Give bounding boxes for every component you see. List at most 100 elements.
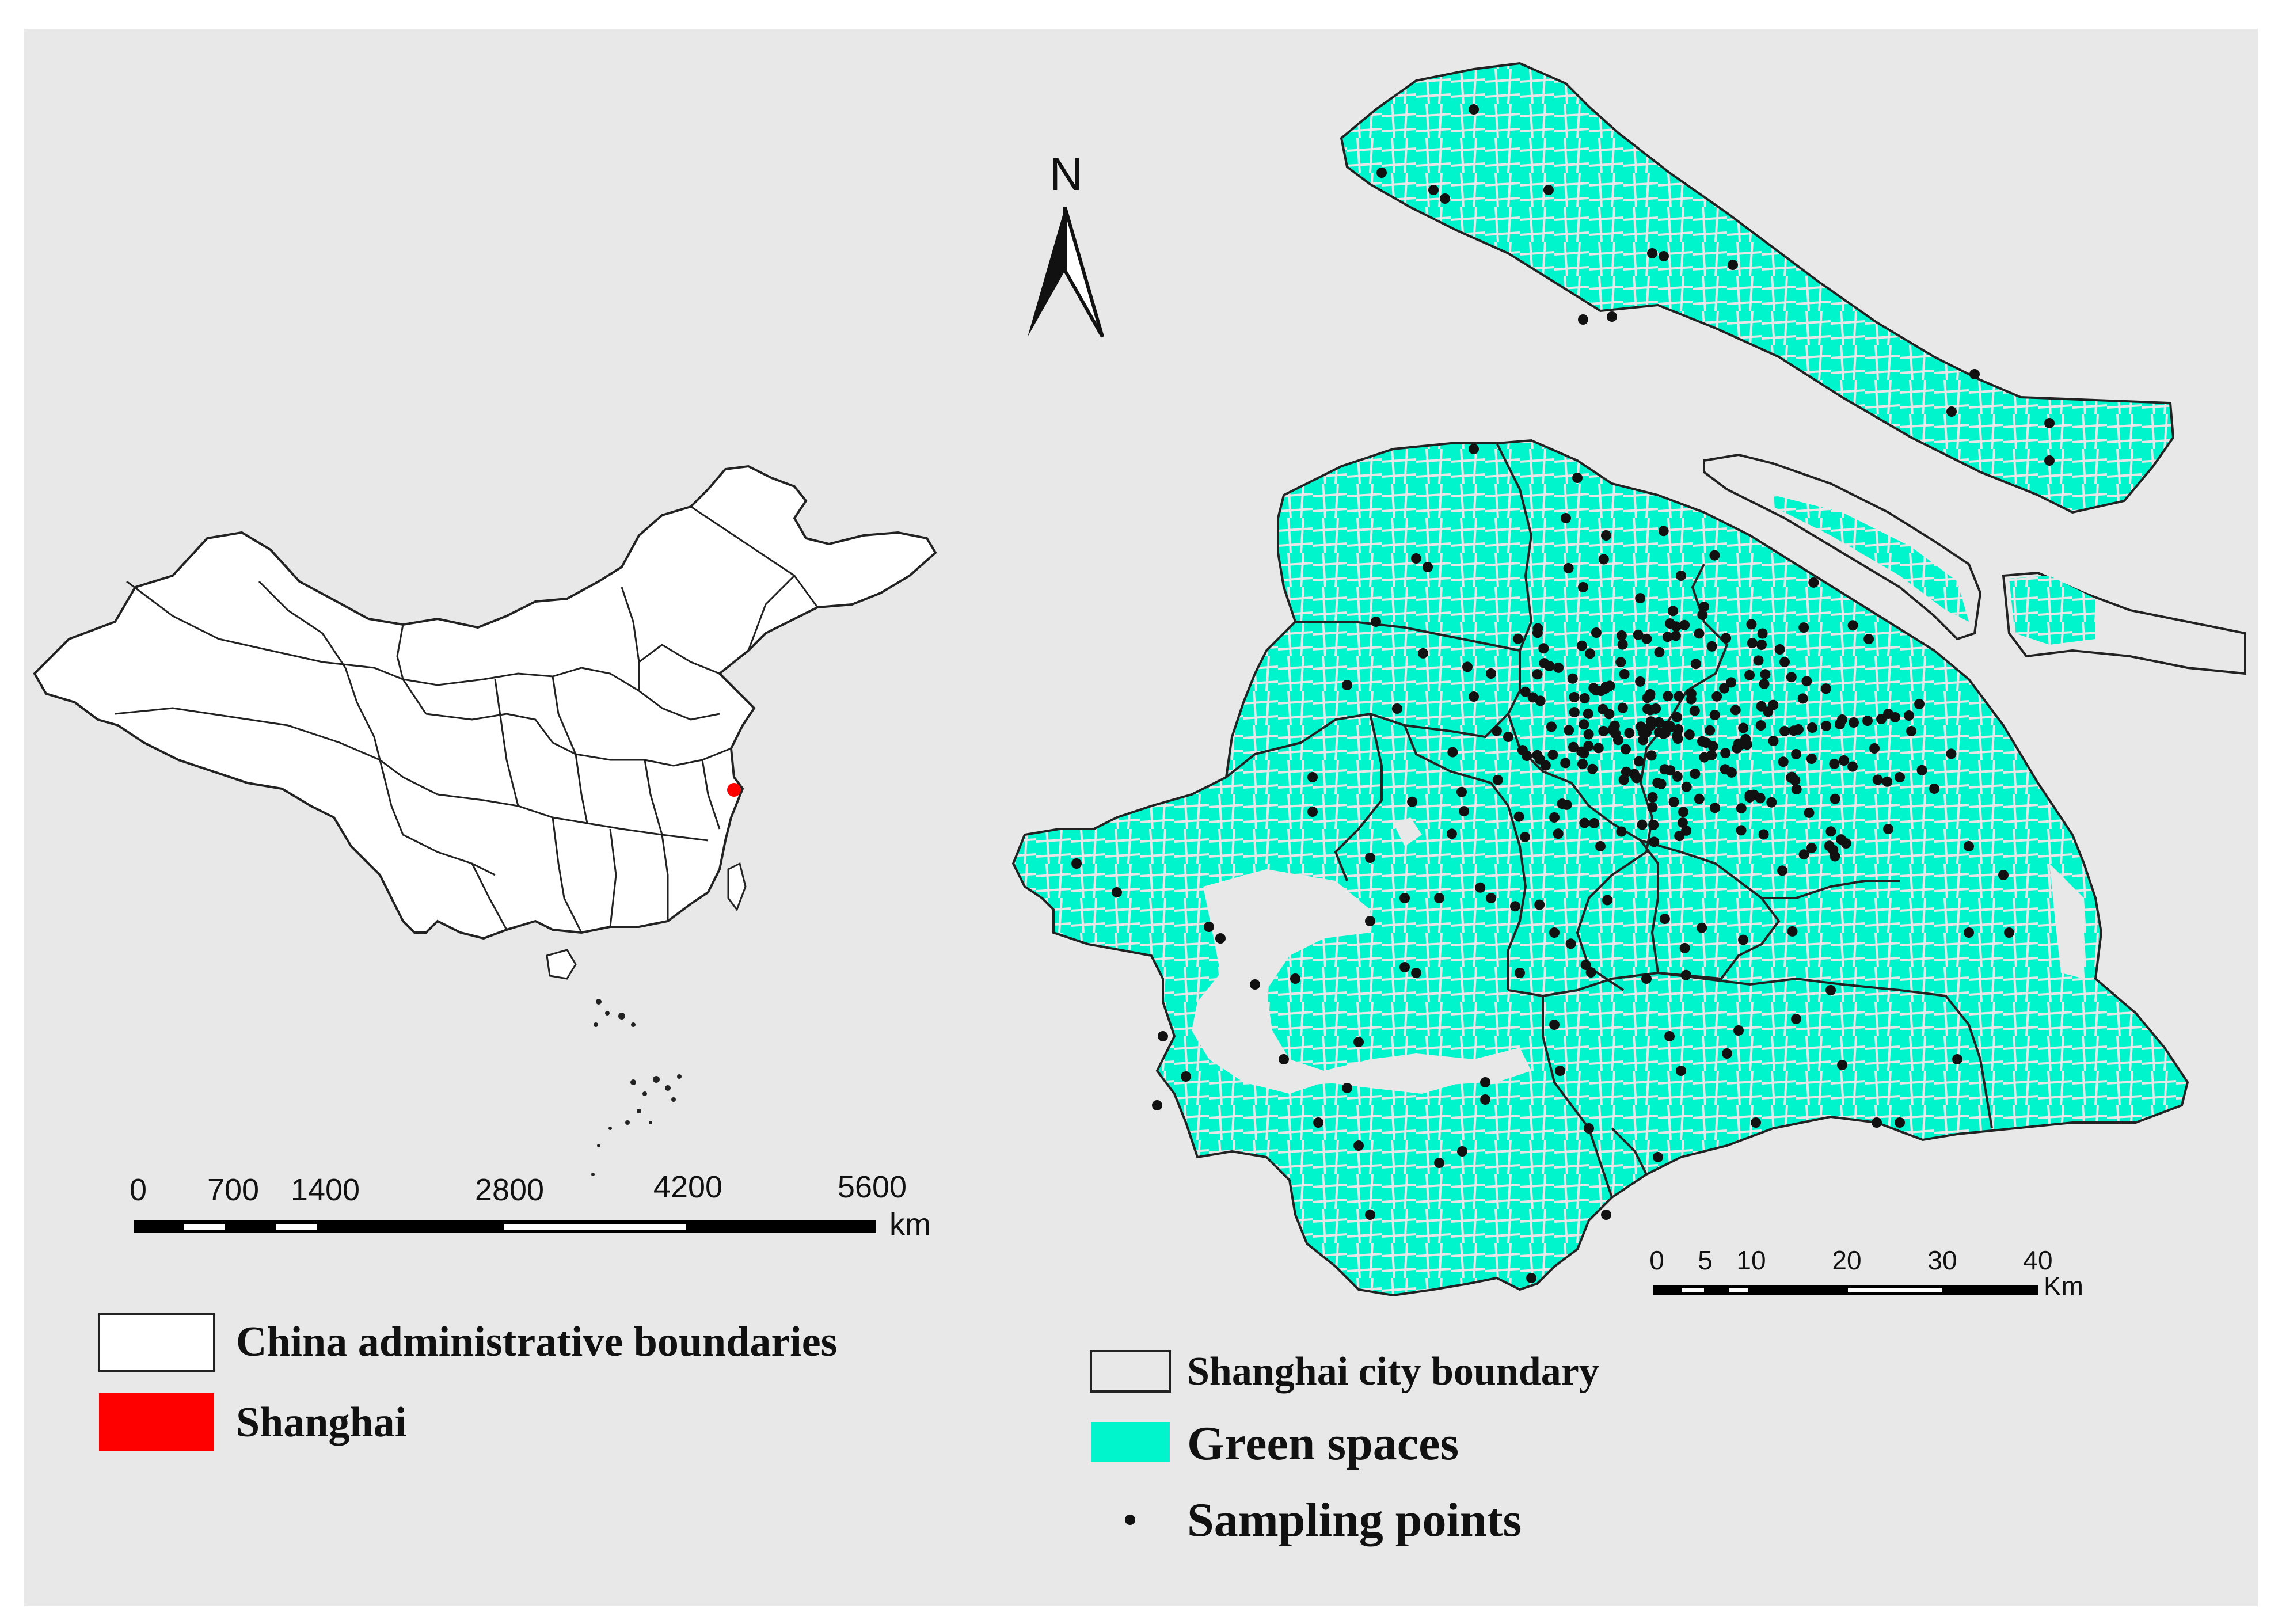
sampling-point	[1475, 882, 1486, 893]
sampling-point	[1786, 672, 1797, 683]
china-scale-tick-5: 5600	[838, 1170, 907, 1204]
sampling-point	[1746, 619, 1757, 630]
sampling-point	[1728, 260, 1738, 270]
huangpu-river	[1576, 564, 1729, 991]
sampling-point	[1768, 699, 1779, 710]
sampling-point	[1459, 806, 1470, 817]
sampling-point	[1779, 657, 1790, 667]
shanghai-scale-tick-5: 40	[2023, 1245, 2052, 1275]
sampling-point	[1946, 406, 1957, 417]
sampling-point	[1637, 819, 1648, 830]
china-scale-tick-4: 4200	[653, 1170, 722, 1204]
sampling-point	[1793, 724, 1804, 735]
sampling-point	[1786, 771, 1797, 782]
sampling-point	[1929, 784, 1939, 794]
sampling-point	[1690, 659, 1701, 670]
sampling-point	[1456, 786, 1467, 797]
shanghai-mainland	[1011, 439, 2189, 1297]
sampling-point	[1555, 1066, 1565, 1076]
sampling-point	[1787, 926, 1798, 937]
hainan-island	[546, 949, 577, 980]
sampling-point	[1601, 530, 1611, 541]
sampling-point	[1707, 741, 1718, 752]
sampling-point	[1071, 858, 1082, 869]
sampling-point	[1250, 979, 1260, 990]
sampling-point	[1914, 698, 1925, 709]
sampling-point	[1697, 736, 1707, 747]
sampling-point	[1755, 720, 1766, 731]
sampling-point	[1583, 729, 1594, 740]
sampling-point	[1668, 606, 1678, 617]
sampling-point	[1491, 725, 1502, 736]
sampling-point	[1634, 756, 1644, 767]
sampling-point	[1872, 1117, 1882, 1128]
china-legend: China administrative boundaries Shanghai	[98, 1313, 837, 1451]
china-scale-tick-3: 2800	[475, 1173, 544, 1207]
sampling-point	[1621, 766, 1631, 777]
sampling-point	[1158, 1031, 1168, 1041]
sampling-point	[1624, 728, 1635, 739]
sampling-point	[1720, 764, 1730, 775]
sampling-point	[1376, 168, 1387, 178]
sampling-point	[1440, 193, 1450, 204]
sampling-point	[1598, 554, 1609, 565]
sampling-point	[1806, 842, 1817, 853]
sampling-point	[1998, 870, 2009, 880]
sampling-point	[1697, 922, 1707, 933]
sampling-point	[1572, 473, 1583, 483]
sampling-point	[1709, 550, 1720, 561]
sampling-point	[1204, 922, 1214, 932]
sampling-point	[1670, 630, 1681, 641]
sampling-point	[1407, 796, 1418, 807]
sampling-point	[1791, 1014, 1801, 1024]
legend-label-sampling-points: Sampling points	[1187, 1493, 1522, 1547]
sampling-point	[1744, 790, 1755, 801]
sampling-point	[1828, 845, 1839, 855]
sampling-point	[1560, 758, 1571, 769]
sampling-point	[1492, 774, 1503, 785]
sampling-point	[1756, 701, 1767, 712]
sampling-point	[1766, 797, 1777, 808]
sampling-point	[1618, 774, 1629, 785]
sampling-point	[1486, 668, 1496, 679]
sampling-point	[1617, 702, 1628, 713]
sampling-point	[1353, 1037, 1364, 1047]
sampling-point	[1654, 646, 1665, 657]
sampling-point	[1565, 938, 1576, 949]
sampling-point	[1674, 691, 1684, 702]
sampling-point	[1365, 1210, 1375, 1220]
sampling-point	[1585, 967, 1596, 978]
sampling-point	[1747, 638, 1758, 649]
sampling-point	[1585, 648, 1596, 659]
sampling-point	[1641, 973, 1652, 984]
non-green-patches	[1192, 817, 2084, 1094]
sampling-point	[1601, 1210, 1611, 1220]
sampling-point	[1672, 771, 1683, 782]
sampling-point	[1652, 777, 1663, 788]
sampling-point	[2044, 455, 2055, 466]
sampling-point	[1503, 732, 1513, 742]
sampling-point	[1791, 749, 1801, 759]
sampling-point	[1684, 729, 1695, 740]
sampling-point	[1578, 582, 1588, 592]
sampling-point	[1578, 314, 1588, 325]
sampling-point	[1604, 709, 1615, 720]
legend-label-city-boundary: Shanghai city boundary	[1187, 1349, 1599, 1394]
china-map	[33, 465, 937, 1176]
sampling-points	[1071, 104, 2055, 1283]
sampling-point	[1825, 985, 1836, 995]
sampling-point	[1849, 717, 1859, 728]
sampling-point	[1751, 1117, 1761, 1128]
sampling-point	[1411, 553, 1421, 564]
shanghai-scale-tick-1: 5	[1698, 1245, 1713, 1275]
sampling-point	[1679, 619, 1690, 630]
sampling-point	[1753, 655, 1764, 666]
sampling-point	[1538, 643, 1549, 654]
sampling-point	[2044, 418, 2055, 428]
sampling-point	[1649, 836, 1660, 847]
sampling-point	[1882, 776, 1893, 787]
sampling-point	[1883, 824, 1893, 834]
sampling-point	[1694, 793, 1705, 804]
sampling-point	[1744, 670, 1755, 680]
sampling-point	[1434, 893, 1444, 903]
